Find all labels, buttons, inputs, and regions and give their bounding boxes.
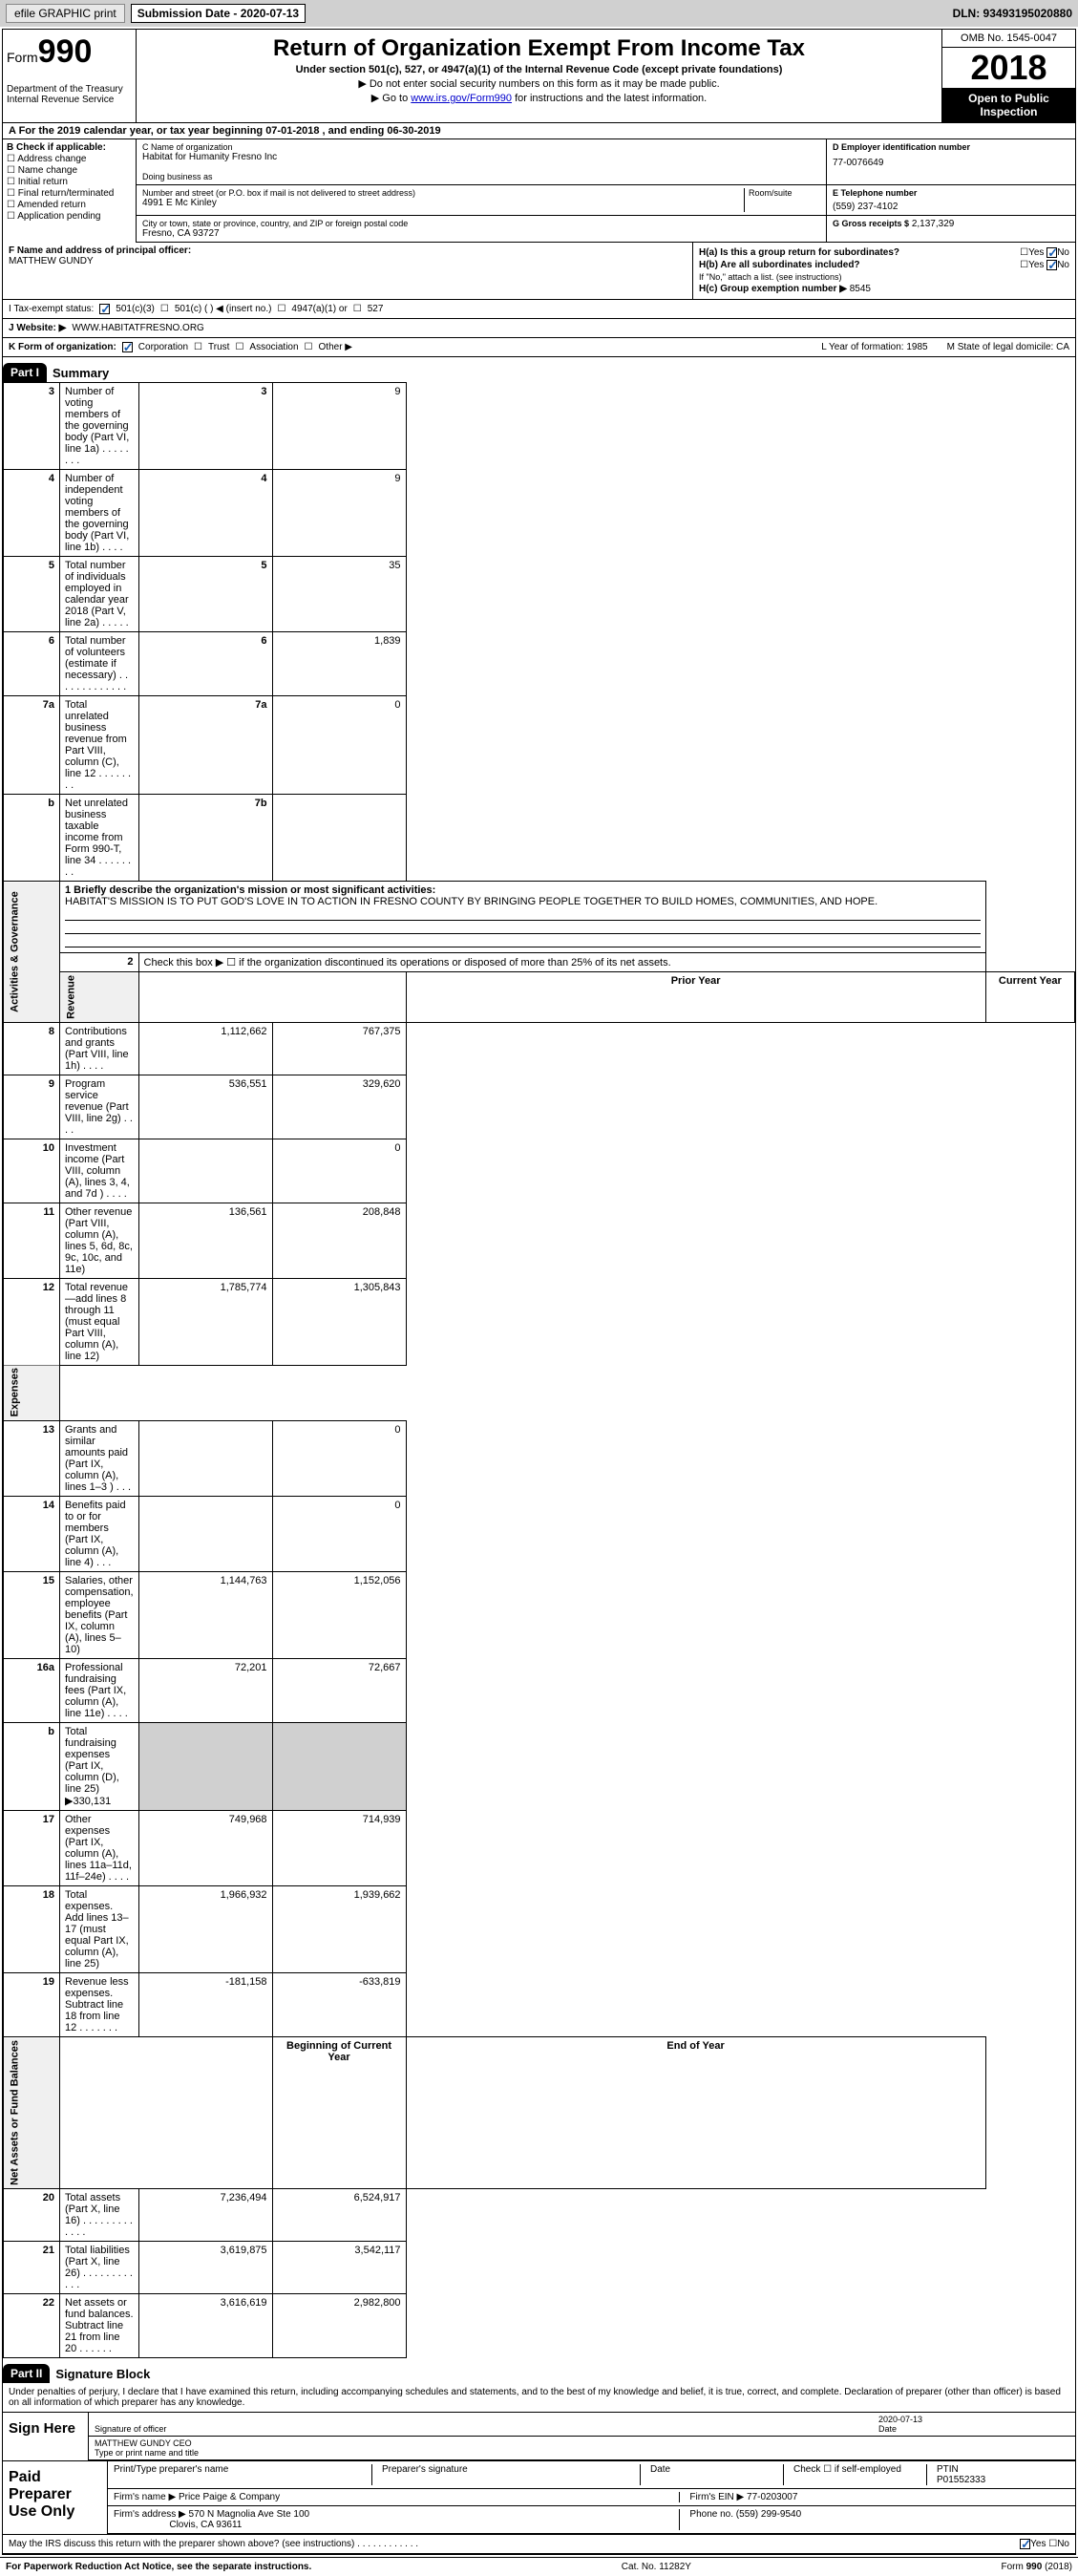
part1-hdr: Part I [3, 363, 47, 382]
part1-title: Summary [53, 366, 109, 380]
form-number: 990 [38, 33, 93, 70]
mission: HABITAT'S MISSION IS TO PUT GOD'S LOVE I… [65, 896, 877, 907]
chk-501c3[interactable] [99, 304, 110, 314]
k-org-row: K Form of organization: Corporation ☐Tru… [3, 338, 1075, 357]
firm-addr2: Clovis, CA 93611 [169, 2520, 242, 2530]
hdr-left: Form990 Department of the Treasury Inter… [3, 30, 137, 122]
chk-amended[interactable]: ☐ Amended return [7, 200, 132, 210]
footer: For Paperwork Reduction Act Notice, see … [0, 2557, 1078, 2576]
side-ag: Activities & Governance [4, 882, 60, 1023]
cat-no: Cat. No. 11282Y [622, 2562, 691, 2572]
chk-final[interactable]: ☐ Final return/terminated [7, 188, 132, 199]
org-name: Habitat for Humanity Fresno Inc [142, 152, 820, 162]
form-title: Return of Organization Exempt From Incom… [140, 35, 938, 62]
line1-lbl: 1 Briefly describe the organization's mi… [65, 884, 435, 896]
dept: Department of the Treasury Internal Reve… [7, 84, 132, 105]
declaration: Under penalties of perjury, I declare th… [3, 2383, 1075, 2413]
sign-here: Sign Here [3, 2413, 89, 2460]
subtitle-1: Under section 501(c), 527, or 4947(a)(1)… [140, 64, 938, 75]
section-g: G Gross receipts $ 2,137,329 [827, 216, 1075, 242]
irs-yes[interactable] [1020, 2539, 1030, 2549]
form-prefix: Form [7, 50, 38, 65]
ha-no-chk[interactable] [1046, 247, 1057, 258]
section-c-name: C Name of organization Habitat for Human… [137, 139, 827, 184]
city-state: Fresno, CA 93727 [142, 228, 820, 239]
officer-name-title: MATTHEW GUNDY CEO [95, 2438, 192, 2448]
form-990: Form990 Department of the Treasury Inter… [2, 29, 1076, 2555]
section-b: B Check if applicable: ☐ Address change … [3, 139, 137, 243]
line2: Check this box ▶ ☐ if the organization d… [138, 953, 985, 972]
section-f: F Name and address of principal officer:… [3, 243, 693, 299]
website-row: J Website: ▶ WWW.HABITATFRESNO.ORG [3, 319, 1075, 338]
officer-name: MATTHEW GUNDY [9, 256, 687, 266]
dln: DLN: 93493195020880 [953, 7, 1072, 20]
chk-name-change[interactable]: ☐ Name change [7, 165, 132, 176]
firm-name: Price Paige & Company [179, 2492, 280, 2502]
street-address: 4991 E Mc Kinley [142, 198, 744, 208]
part2-hdr: Part II [3, 2364, 50, 2383]
firm-addr1: 570 N Magnolia Ave Ste 100 [189, 2509, 310, 2520]
year-formation: L Year of formation: 1985 [821, 342, 927, 352]
hdr-mid: Return of Organization Exempt From Incom… [137, 30, 941, 122]
footer-left: For Paperwork Reduction Act Notice, see … [6, 2562, 311, 2572]
tax-status-row: I Tax-exempt status: 501(c)(3) ☐501(c) (… [3, 300, 1075, 319]
room-lbl: Room/suite [749, 188, 820, 198]
b-label: B Check if applicable: [7, 142, 132, 153]
submission-date: Submission Date - 2020-07-13 [131, 4, 306, 23]
subtitle-2: ▶ Do not enter social security numbers o… [140, 77, 938, 90]
chk-addr-change[interactable]: ☐ Address change [7, 154, 132, 164]
omb: OMB No. 1545-0047 [942, 30, 1075, 48]
side-rev: Revenue [60, 972, 139, 1023]
section-e: E Telephone number (559) 237-4102 [827, 185, 1075, 215]
open-inspection: Open to Public Inspection [942, 88, 1075, 122]
firm-phone: (559) 299-9540 [736, 2509, 801, 2520]
chk-pending[interactable]: ☐ Application pending [7, 211, 132, 222]
row-a: A For the 2019 calendar year, or tax yea… [3, 123, 1075, 139]
gross-receipts: 2,137,329 [912, 219, 955, 229]
hb-no-chk[interactable] [1046, 260, 1057, 270]
hdr-right: OMB No. 1545-0047 2018 Open to Public In… [941, 30, 1075, 122]
side-exp: Expenses [4, 1365, 60, 1420]
website: WWW.HABITATFRESNO.ORG [72, 323, 204, 333]
paid-preparer: Paid Preparer Use Only [3, 2461, 108, 2534]
irs-link[interactable]: www.irs.gov/Form990 [411, 93, 512, 104]
subtitle-3: ▶ Go to www.irs.gov/Form990 for instruct… [140, 92, 938, 104]
section-d: D Employer identification number 77-0076… [827, 139, 1075, 184]
chk-initial[interactable]: ☐ Initial return [7, 177, 132, 187]
group-exempt: 8545 [850, 284, 871, 294]
tax-year: 2018 [942, 48, 1075, 88]
topbar: efile GRAPHIC print Submission Date - 20… [0, 0, 1078, 27]
irs-discuss: May the IRS discuss this return with the… [9, 2539, 418, 2549]
phone: (559) 237-4102 [833, 202, 1069, 212]
state-domicile: M State of legal domicile: CA [947, 342, 1069, 352]
ptin: P01552333 [937, 2475, 985, 2485]
efile-btn[interactable]: efile GRAPHIC print [6, 4, 125, 23]
footer-right: Form 990 (2018) [1002, 2562, 1072, 2572]
firm-ein: 77-0203007 [747, 2492, 797, 2502]
summary-table: 3Number of voting members of the governi… [3, 382, 1075, 2358]
chk-corp[interactable] [122, 342, 133, 352]
side-na: Net Assets or Fund Balances [4, 2037, 60, 2189]
section-h: H(a) Is this a group return for subordin… [693, 243, 1075, 299]
part2-title: Signature Block [55, 2367, 150, 2381]
ein: 77-0076649 [833, 158, 1069, 168]
